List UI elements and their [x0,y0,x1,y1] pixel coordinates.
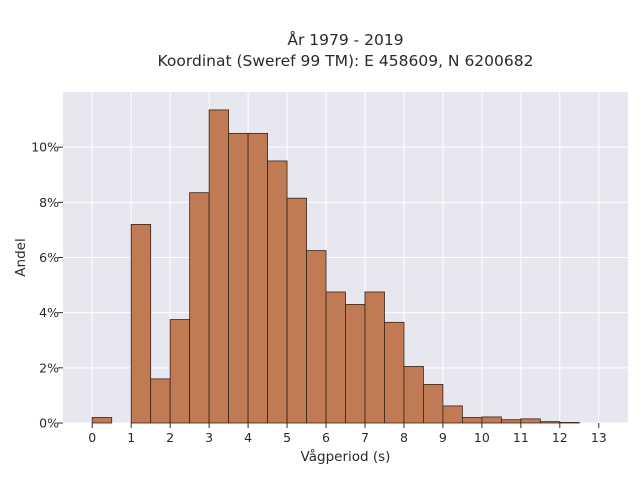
histogram-bar [267,160,288,424]
y-tick-label: 8% [39,195,59,210]
x-tick-label: 8 [400,430,408,445]
histogram-bar [306,250,327,424]
histogram-bar [91,417,113,424]
x-tick-label: 2 [166,430,174,445]
x-tick-label: 4 [244,430,252,445]
x-tick-label: 10 [474,430,490,445]
x-tick-label: 12 [552,430,568,445]
histogram-bar [208,109,230,424]
chart-title-line-2: Koordinat (Sweref 99 TM): E 458609, N 62… [158,52,534,70]
chart-title-line-1: År 1979 - 2019 [287,30,403,49]
x-tick-label: 13 [591,430,607,445]
histogram-bar [539,421,561,424]
histogram-bar [442,405,463,424]
y-tick-label: 6% [39,250,59,265]
x-tick-label: 1 [127,430,135,445]
x-tick-label: 3 [205,430,213,445]
histogram-bar [169,319,191,424]
y-axis-label: Andel [13,238,29,276]
x-tick-label: 6 [322,430,330,445]
histogram-bar [130,223,152,424]
y-tick-label: 0% [39,416,59,431]
histogram-bar [189,192,210,424]
y-tick-label: 10% [31,140,59,155]
histogram-bar [461,417,483,424]
y-tick-label: 2% [39,360,59,375]
histogram-bar [500,419,522,424]
histogram-bar [559,422,580,424]
histogram-bar [384,321,405,424]
x-axis-label: Vågperiod (s) [301,448,391,465]
histogram-bar [423,383,444,424]
histogram-bar [520,418,541,424]
histogram-bar [247,132,268,424]
histogram-bar [345,303,366,424]
y-axis-ticks: 0% 2% 4% 6% 8% 10% [31,140,63,431]
x-axis-ticks: 0 1 2 3 4 5 6 7 8 9 10 11 12 13 [88,423,607,445]
histogram-bar [286,197,307,424]
histogram-bar [403,366,424,424]
histogram-bar [150,378,171,424]
x-tick-label: 0 [88,430,96,445]
histogram-bar [228,132,249,424]
x-tick-label: 5 [283,430,291,445]
histogram-bar [364,291,385,424]
bars [91,109,580,424]
histogram-bar [325,291,346,424]
x-tick-label: 7 [361,430,369,445]
y-tick-label: 4% [39,305,59,320]
x-tick-label: 11 [513,430,529,445]
histogram-bar [481,416,502,424]
x-tick-label: 9 [439,430,447,445]
